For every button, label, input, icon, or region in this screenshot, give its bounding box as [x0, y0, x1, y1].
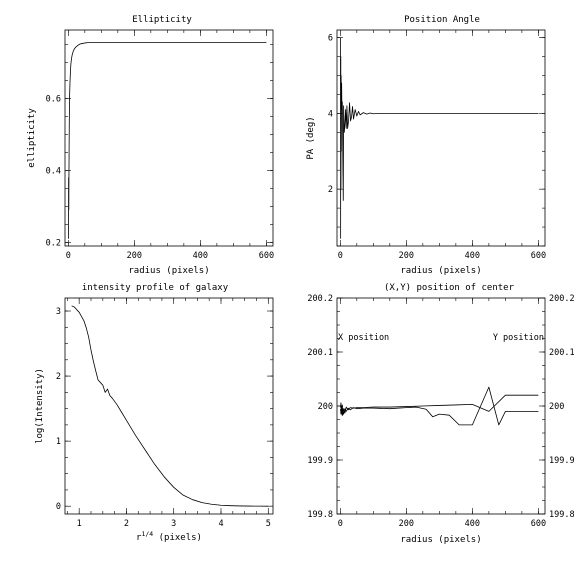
ellipticity-ytick-label: 0.2 [46, 238, 61, 248]
intensity-ytick-label: 0 [56, 502, 61, 512]
xy-xlabel: radius (pixels) [400, 535, 481, 545]
xy-xtick-label: 400 [465, 519, 480, 529]
pa-frame [336, 29, 546, 247]
xy-ytick-label: 200.1 [307, 348, 333, 358]
ellipticity-ytick-label: 0.4 [46, 166, 61, 176]
intensity-curve [71, 305, 269, 507]
intensity-ytick-label: 3 [56, 307, 61, 317]
panel-position-angle: Position Angle 0 200 400 600 2 4 6 radius (pix… [306, 15, 546, 276]
xy-y2tick-label: 200.2 [549, 294, 574, 304]
intensity-xtick-label: 4 [218, 519, 223, 529]
intensity-xlabel-main: r [136, 533, 142, 543]
intensity-title: intensity profile of galaxy [82, 283, 229, 293]
intensity-xtick-label: 1 [77, 519, 82, 529]
intensity-ylabel: log(Intensity) [35, 368, 45, 444]
pa-ytick-label: 4 [328, 109, 333, 119]
ellipticity-xtick-label: 200 [127, 251, 142, 261]
ellipticity-xtick-label: 400 [193, 251, 208, 261]
xy-ytick-label: 199.8 [307, 510, 333, 520]
xy-xtick-label: 600 [531, 519, 546, 529]
xy-xtick-label: 200 [399, 519, 414, 529]
ellipticity-ticks: 0 200 400 600 0.2 0.4 0.6 [46, 30, 274, 261]
intensity-xtick-label: 5 [266, 519, 271, 529]
pa-ylabel: PA (deg) [306, 116, 316, 159]
ellipticity-ylabel: ellipticity [27, 108, 37, 168]
ellipticity-xtick-label: 600 [259, 251, 274, 261]
pa-xtick-label: 0 [338, 251, 343, 261]
intensity-ytick-label: 2 [56, 372, 61, 382]
ellipticity-title: Ellipticity [132, 15, 192, 25]
pa-xtick-label: 400 [465, 251, 480, 261]
xy-annotation-y: Y position [493, 333, 544, 343]
xy-ytick-label: 200.2 [307, 294, 333, 304]
intensity-xlabel: r1/4 (pixels) [136, 530, 202, 543]
pa-title: Position Angle [404, 15, 480, 25]
xy-ytick-label: 200 [318, 402, 333, 412]
panel-ellipticity: Ellipticity 0 200 400 600 0.2 0.4 0.6 radius (… [27, 15, 274, 276]
intensity-ytick-label: 1 [56, 437, 61, 447]
pa-curve [340, 37, 539, 239]
ellipticity-xtick-label: 0 [66, 251, 71, 261]
xy-curve-y [340, 386, 539, 426]
xy-ytick-label: 199.9 [307, 456, 333, 466]
ellipticity-frame [64, 29, 274, 247]
intensity-xlabel-sup: 1/4 [141, 530, 153, 538]
xy-y2tick-label: 199.9 [549, 456, 574, 466]
xy-xtick-label: 0 [338, 519, 343, 529]
intensity-ticks: 1 2 3 4 5 0 1 2 3 [56, 298, 273, 529]
xy-frame [336, 297, 546, 515]
ellipticity-ytick-label: 0.6 [46, 94, 61, 104]
panel-xy-center: (X,Y) position of center 0 200 400 600199.8… [307, 283, 574, 545]
pa-ytick-label: 2 [328, 185, 333, 195]
intensity-xlabel-rest: (pixels) [153, 533, 202, 543]
intensity-frame [64, 297, 274, 515]
xy-y2tick-label: 200.1 [549, 348, 574, 358]
pa-xtick-label: 600 [531, 251, 546, 261]
xy-title: (X,Y) position of center [384, 283, 515, 293]
intensity-xtick-label: 2 [124, 519, 129, 529]
pa-ticks: 0 200 400 600 2 4 6 [328, 30, 546, 261]
intensity-xtick-label: 3 [171, 519, 176, 529]
xy-y2tick-label: 199.8 [549, 510, 574, 520]
xy-y2tick-label: 200 [549, 402, 564, 412]
ellipticity-xlabel: radius (pixels) [128, 266, 209, 276]
pa-xlabel: radius (pixels) [400, 266, 481, 276]
ellipticity-curve [68, 42, 267, 239]
pa-ytick-label: 6 [328, 34, 333, 44]
xy-annotation-x: X position [338, 333, 389, 343]
pa-xtick-label: 200 [399, 251, 414, 261]
